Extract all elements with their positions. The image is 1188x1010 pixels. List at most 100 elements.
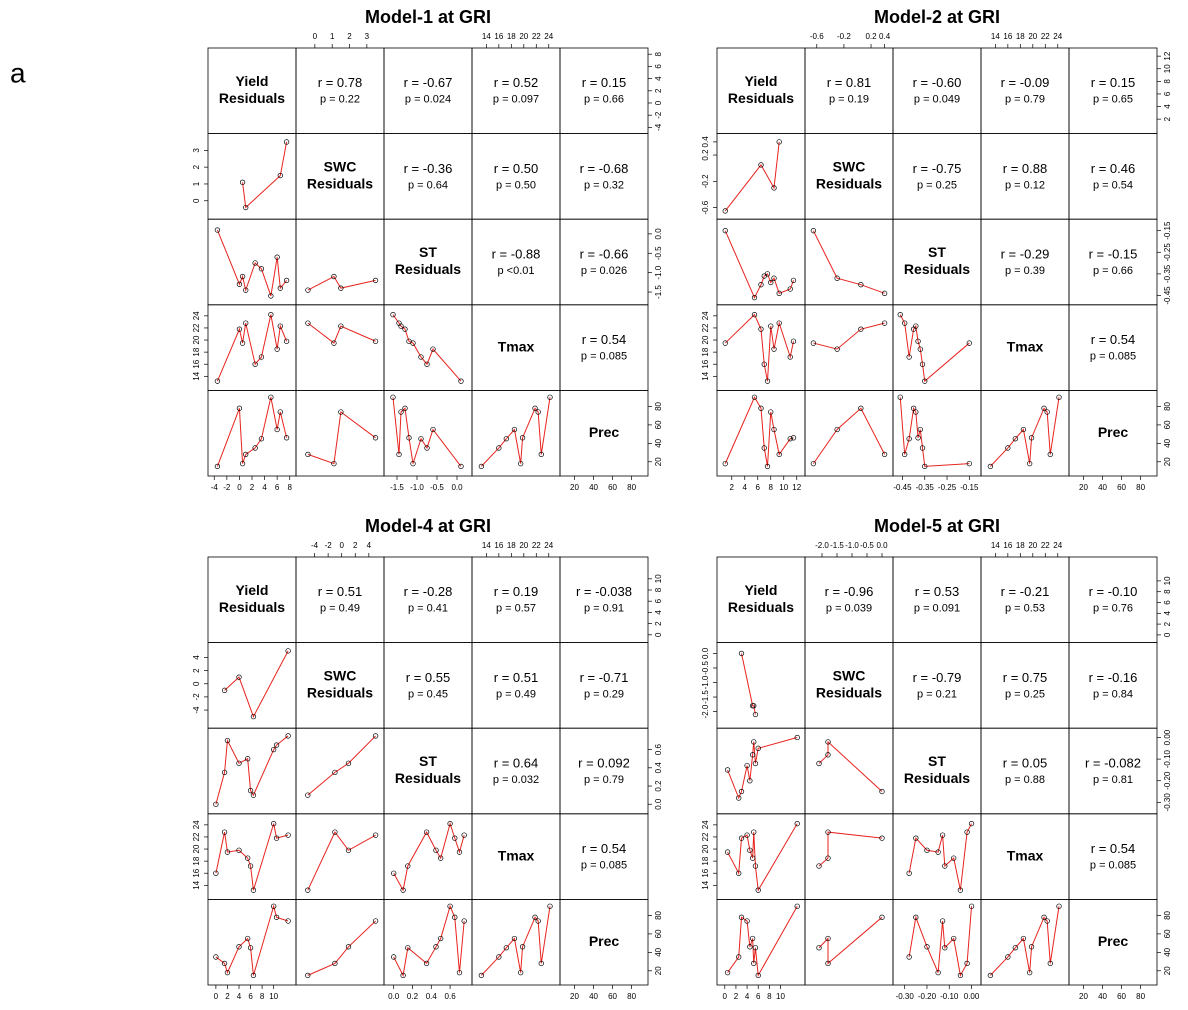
correlation-r: r = -0.21 bbox=[1001, 584, 1050, 599]
correlation-p: p = 0.45 bbox=[408, 688, 448, 700]
cell-frame bbox=[559, 304, 649, 391]
smoother-line bbox=[242, 141, 288, 209]
cell-frame bbox=[559, 218, 649, 306]
x-tick-label: 40 bbox=[1098, 483, 1107, 492]
x-tick-label: -0.20 bbox=[918, 992, 937, 1001]
scatter-point bbox=[881, 290, 888, 296]
x-tick-label: 22 bbox=[532, 541, 541, 550]
variable-label: Yield bbox=[745, 73, 778, 89]
x-tick-label: 40 bbox=[589, 483, 598, 492]
correlation-r: r = 0.52 bbox=[494, 75, 538, 90]
cell-frame bbox=[207, 899, 297, 986]
scatter-point bbox=[221, 829, 228, 835]
x-tick-label: -0.5 bbox=[860, 541, 874, 550]
scatter-point bbox=[236, 847, 242, 853]
scatter-point bbox=[825, 935, 831, 942]
scatter-point bbox=[452, 914, 458, 920]
scatter-point bbox=[906, 954, 912, 960]
cell-frame bbox=[295, 304, 385, 391]
x-tick-label: 6 bbox=[756, 483, 761, 492]
scatter-point bbox=[268, 293, 274, 299]
scatter-point bbox=[268, 394, 274, 400]
correlation-r: r = 0.51 bbox=[318, 584, 362, 599]
cell-frame bbox=[383, 899, 473, 986]
scatter-point bbox=[771, 275, 777, 281]
scatter-point bbox=[957, 887, 964, 893]
correlation-p: p = 0.50 bbox=[496, 179, 536, 191]
correlation-p: p = 0.91 bbox=[584, 603, 624, 615]
cell-frame bbox=[1068, 133, 1158, 220]
scatter-point bbox=[243, 204, 249, 211]
x-tick-label: -0.2 bbox=[837, 32, 851, 41]
scatter-point bbox=[1012, 436, 1018, 442]
scatter-point bbox=[922, 378, 928, 384]
scatter-point bbox=[825, 739, 831, 745]
correlation-r: r = 0.19 bbox=[494, 584, 538, 599]
y-tick-label: 0.6 bbox=[654, 743, 663, 755]
scatter-point bbox=[752, 760, 759, 767]
y-tick-label: -0.5 bbox=[654, 246, 663, 260]
x-tick-label: -1.0 bbox=[410, 483, 424, 492]
scatter-point bbox=[250, 713, 257, 720]
x-tick-label: 10 bbox=[269, 992, 278, 1001]
y-tick-label: 40 bbox=[1163, 438, 1172, 447]
scatter-point bbox=[305, 887, 311, 893]
scatter-point bbox=[1027, 969, 1033, 976]
y-tick-label: 0 bbox=[654, 632, 663, 637]
smoother-line bbox=[215, 823, 289, 891]
scatter-point bbox=[858, 405, 864, 411]
figure-label: a bbox=[10, 57, 26, 88]
scatter-point bbox=[736, 795, 742, 801]
y-tick-label: 6 bbox=[1163, 91, 1172, 96]
variable-label: Prec bbox=[589, 933, 620, 949]
y-tick-label: 16 bbox=[192, 868, 201, 877]
x-tick-label: 40 bbox=[589, 992, 598, 1001]
scatter-point bbox=[423, 829, 430, 835]
cell-frame bbox=[804, 899, 894, 986]
correlation-r: r = -0.75 bbox=[913, 161, 962, 176]
cell-frame bbox=[559, 727, 649, 815]
scatter-point bbox=[913, 914, 919, 920]
scatter-point bbox=[825, 752, 831, 758]
scatter-point bbox=[519, 944, 526, 950]
scatter-point bbox=[768, 323, 774, 329]
variable-label: Residuals bbox=[219, 599, 285, 615]
variable-label: Tmax bbox=[498, 338, 535, 354]
x-tick-label: 12 bbox=[792, 483, 801, 492]
scatter-point bbox=[790, 338, 797, 344]
correlation-p: p = 0.12 bbox=[1005, 179, 1045, 191]
scatter-point bbox=[538, 960, 544, 967]
scatter-point bbox=[751, 294, 758, 301]
x-tick-label: -1.5 bbox=[390, 483, 404, 492]
cell-frame bbox=[980, 727, 1070, 815]
scatter-point bbox=[768, 409, 774, 415]
scatter-point bbox=[755, 972, 761, 979]
scatter-point bbox=[858, 326, 864, 332]
scatter-point bbox=[752, 863, 759, 869]
scatter-point bbox=[221, 769, 228, 776]
scatter-point bbox=[396, 320, 402, 326]
y-tick-label: 22 bbox=[701, 323, 710, 332]
y-tick-label: -4 bbox=[192, 706, 201, 714]
variable-label: Residuals bbox=[904, 770, 970, 786]
cell-frame bbox=[892, 389, 982, 477]
y-tick-label: -0.35 bbox=[1163, 264, 1172, 283]
cell-frame bbox=[892, 304, 982, 391]
x-tick-label: -0.45 bbox=[893, 483, 912, 492]
scatter-point bbox=[247, 945, 254, 951]
y-tick-label: 0 bbox=[1163, 632, 1172, 637]
smoother-line bbox=[307, 831, 376, 891]
y-tick-label: 40 bbox=[654, 438, 663, 447]
scatter-point bbox=[913, 323, 919, 329]
x-tick-label: 10 bbox=[779, 483, 788, 492]
x-tick-label: 8 bbox=[767, 992, 772, 1001]
x-tick-label: 20 bbox=[1079, 483, 1088, 492]
scatter-point bbox=[538, 451, 544, 458]
scatter-point bbox=[751, 829, 757, 835]
x-tick-label: -0.10 bbox=[940, 992, 959, 1001]
x-tick-label: 6 bbox=[275, 483, 280, 492]
scatter-point bbox=[305, 320, 311, 326]
scatter-point bbox=[252, 260, 258, 266]
correlation-r: r = -0.15 bbox=[1089, 246, 1138, 261]
y-tick-label: 22 bbox=[192, 323, 201, 332]
